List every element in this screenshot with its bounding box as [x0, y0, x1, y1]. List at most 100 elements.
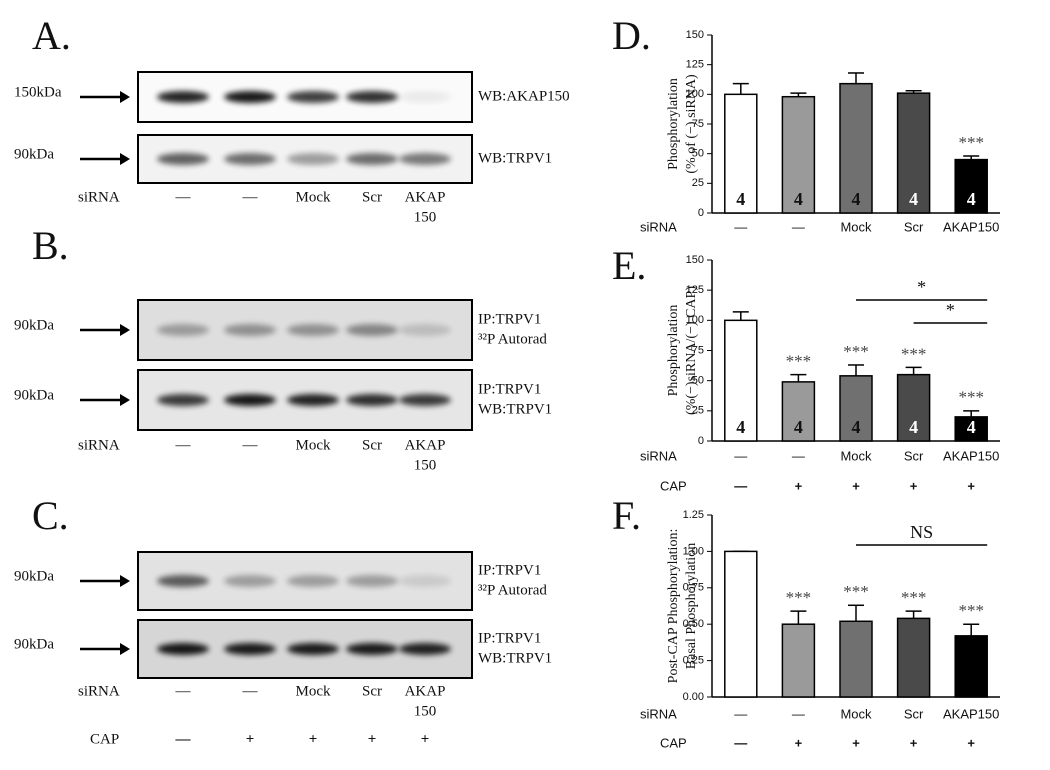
bar [896, 92, 931, 214]
y-axis-label: Post-CAP Phosphorylation: [666, 529, 681, 684]
arrow-head [120, 575, 130, 587]
band-label: WB:TRPV1 [478, 401, 552, 417]
bracket-label: * [917, 277, 926, 297]
y-axis-label: (% of (−) siRNA) [684, 74, 699, 174]
cap-label: + [852, 478, 860, 493]
bar [781, 95, 816, 214]
y-tick-label: 50 [692, 375, 704, 387]
lane-label: — [242, 189, 259, 205]
n-label: 4 [794, 189, 803, 209]
n-label: 4 [967, 417, 976, 437]
band [287, 643, 339, 655]
n-label: 4 [736, 189, 745, 209]
band [287, 394, 339, 406]
lane-label: — [242, 683, 259, 699]
arrow-head [120, 324, 130, 336]
band [224, 91, 276, 103]
significance: *** [958, 601, 984, 620]
band-label: IP:TRPV1 [478, 381, 541, 397]
bar [724, 319, 758, 442]
band [287, 324, 339, 336]
band [399, 394, 451, 406]
cap-label: + [852, 735, 860, 750]
arrow-head [120, 394, 130, 406]
row-label: CAP [660, 478, 687, 493]
band [157, 153, 209, 165]
band [157, 91, 209, 103]
band-label: WB:AKAP150 [478, 88, 570, 104]
row-label: CAP [660, 735, 687, 750]
bar [954, 416, 988, 442]
cap-label: + [967, 735, 975, 750]
panel-letter: B. [32, 223, 69, 268]
x-tick-label: Scr [904, 219, 924, 234]
cap-label: + [967, 478, 975, 493]
bar [896, 617, 931, 698]
panel-letter: C. [32, 493, 69, 538]
band-label: ³²P Autorad [478, 582, 547, 598]
row-label: siRNA [78, 437, 120, 453]
band-label: IP:TRPV1 [478, 311, 541, 327]
y-tick-label: 1.00 [683, 545, 704, 557]
band-label: WB:TRPV1 [478, 650, 552, 666]
band [399, 324, 451, 336]
x-tick-label: AKAP150 [943, 219, 999, 234]
marker-label: 90kDa [14, 568, 54, 584]
bar [724, 93, 758, 214]
bracket-label: NS [910, 522, 933, 542]
x-tick-label: — [792, 219, 805, 234]
significance: *** [958, 388, 984, 407]
significance: *** [901, 588, 927, 607]
band [346, 91, 398, 103]
y-tick-label: 150 [686, 29, 704, 41]
marker-label: 90kDa [14, 317, 54, 333]
band [399, 91, 451, 103]
arrow-head [120, 153, 130, 165]
panel-letter: A. [32, 13, 71, 58]
lane-label: 150 [414, 703, 437, 719]
band [346, 324, 398, 336]
x-tick-label: AKAP150 [943, 706, 999, 721]
y-tick-label: 100 [686, 314, 704, 326]
lane-label: Scr [362, 437, 382, 453]
bar [781, 381, 816, 442]
lane-label: — [175, 437, 192, 453]
significance: *** [786, 588, 812, 607]
band [224, 324, 276, 336]
lane-label: Scr [362, 683, 382, 699]
n-label: 4 [909, 417, 918, 437]
band [399, 643, 451, 655]
x-tick-label: Mock [840, 219, 872, 234]
significance: *** [786, 352, 812, 371]
x-tick-label: — [792, 706, 805, 721]
lane-label: — [175, 731, 192, 747]
arrow-head [120, 643, 130, 655]
marker-label: 150kDa [14, 84, 62, 100]
x-tick-label: Mock [840, 706, 872, 721]
y-tick-label: 75 [692, 344, 704, 356]
y-tick-label: 0.50 [683, 618, 704, 630]
band [157, 394, 209, 406]
lane-label: — [242, 437, 259, 453]
y-tick-label: 100 [686, 88, 704, 100]
n-label: 4 [794, 417, 803, 437]
band-label: IP:TRPV1 [478, 562, 541, 578]
y-tick-label: 50 [692, 148, 704, 160]
cap-label: — [734, 478, 747, 493]
band [157, 643, 209, 655]
band [224, 153, 276, 165]
lane-label: AKAP [405, 437, 446, 453]
y-tick-label: 150 [686, 254, 704, 266]
row-label: siRNA [640, 706, 677, 721]
n-label: 4 [852, 417, 861, 437]
panel-letter: F. [612, 493, 641, 538]
band [287, 153, 339, 165]
band [399, 575, 451, 587]
marker-label: 90kDa [14, 146, 54, 162]
y-tick-label: 0.75 [683, 582, 704, 594]
lane-label: Mock [296, 683, 331, 699]
lane-label: Scr [362, 189, 382, 205]
significance: *** [901, 344, 927, 363]
lane-label: — [175, 189, 192, 205]
